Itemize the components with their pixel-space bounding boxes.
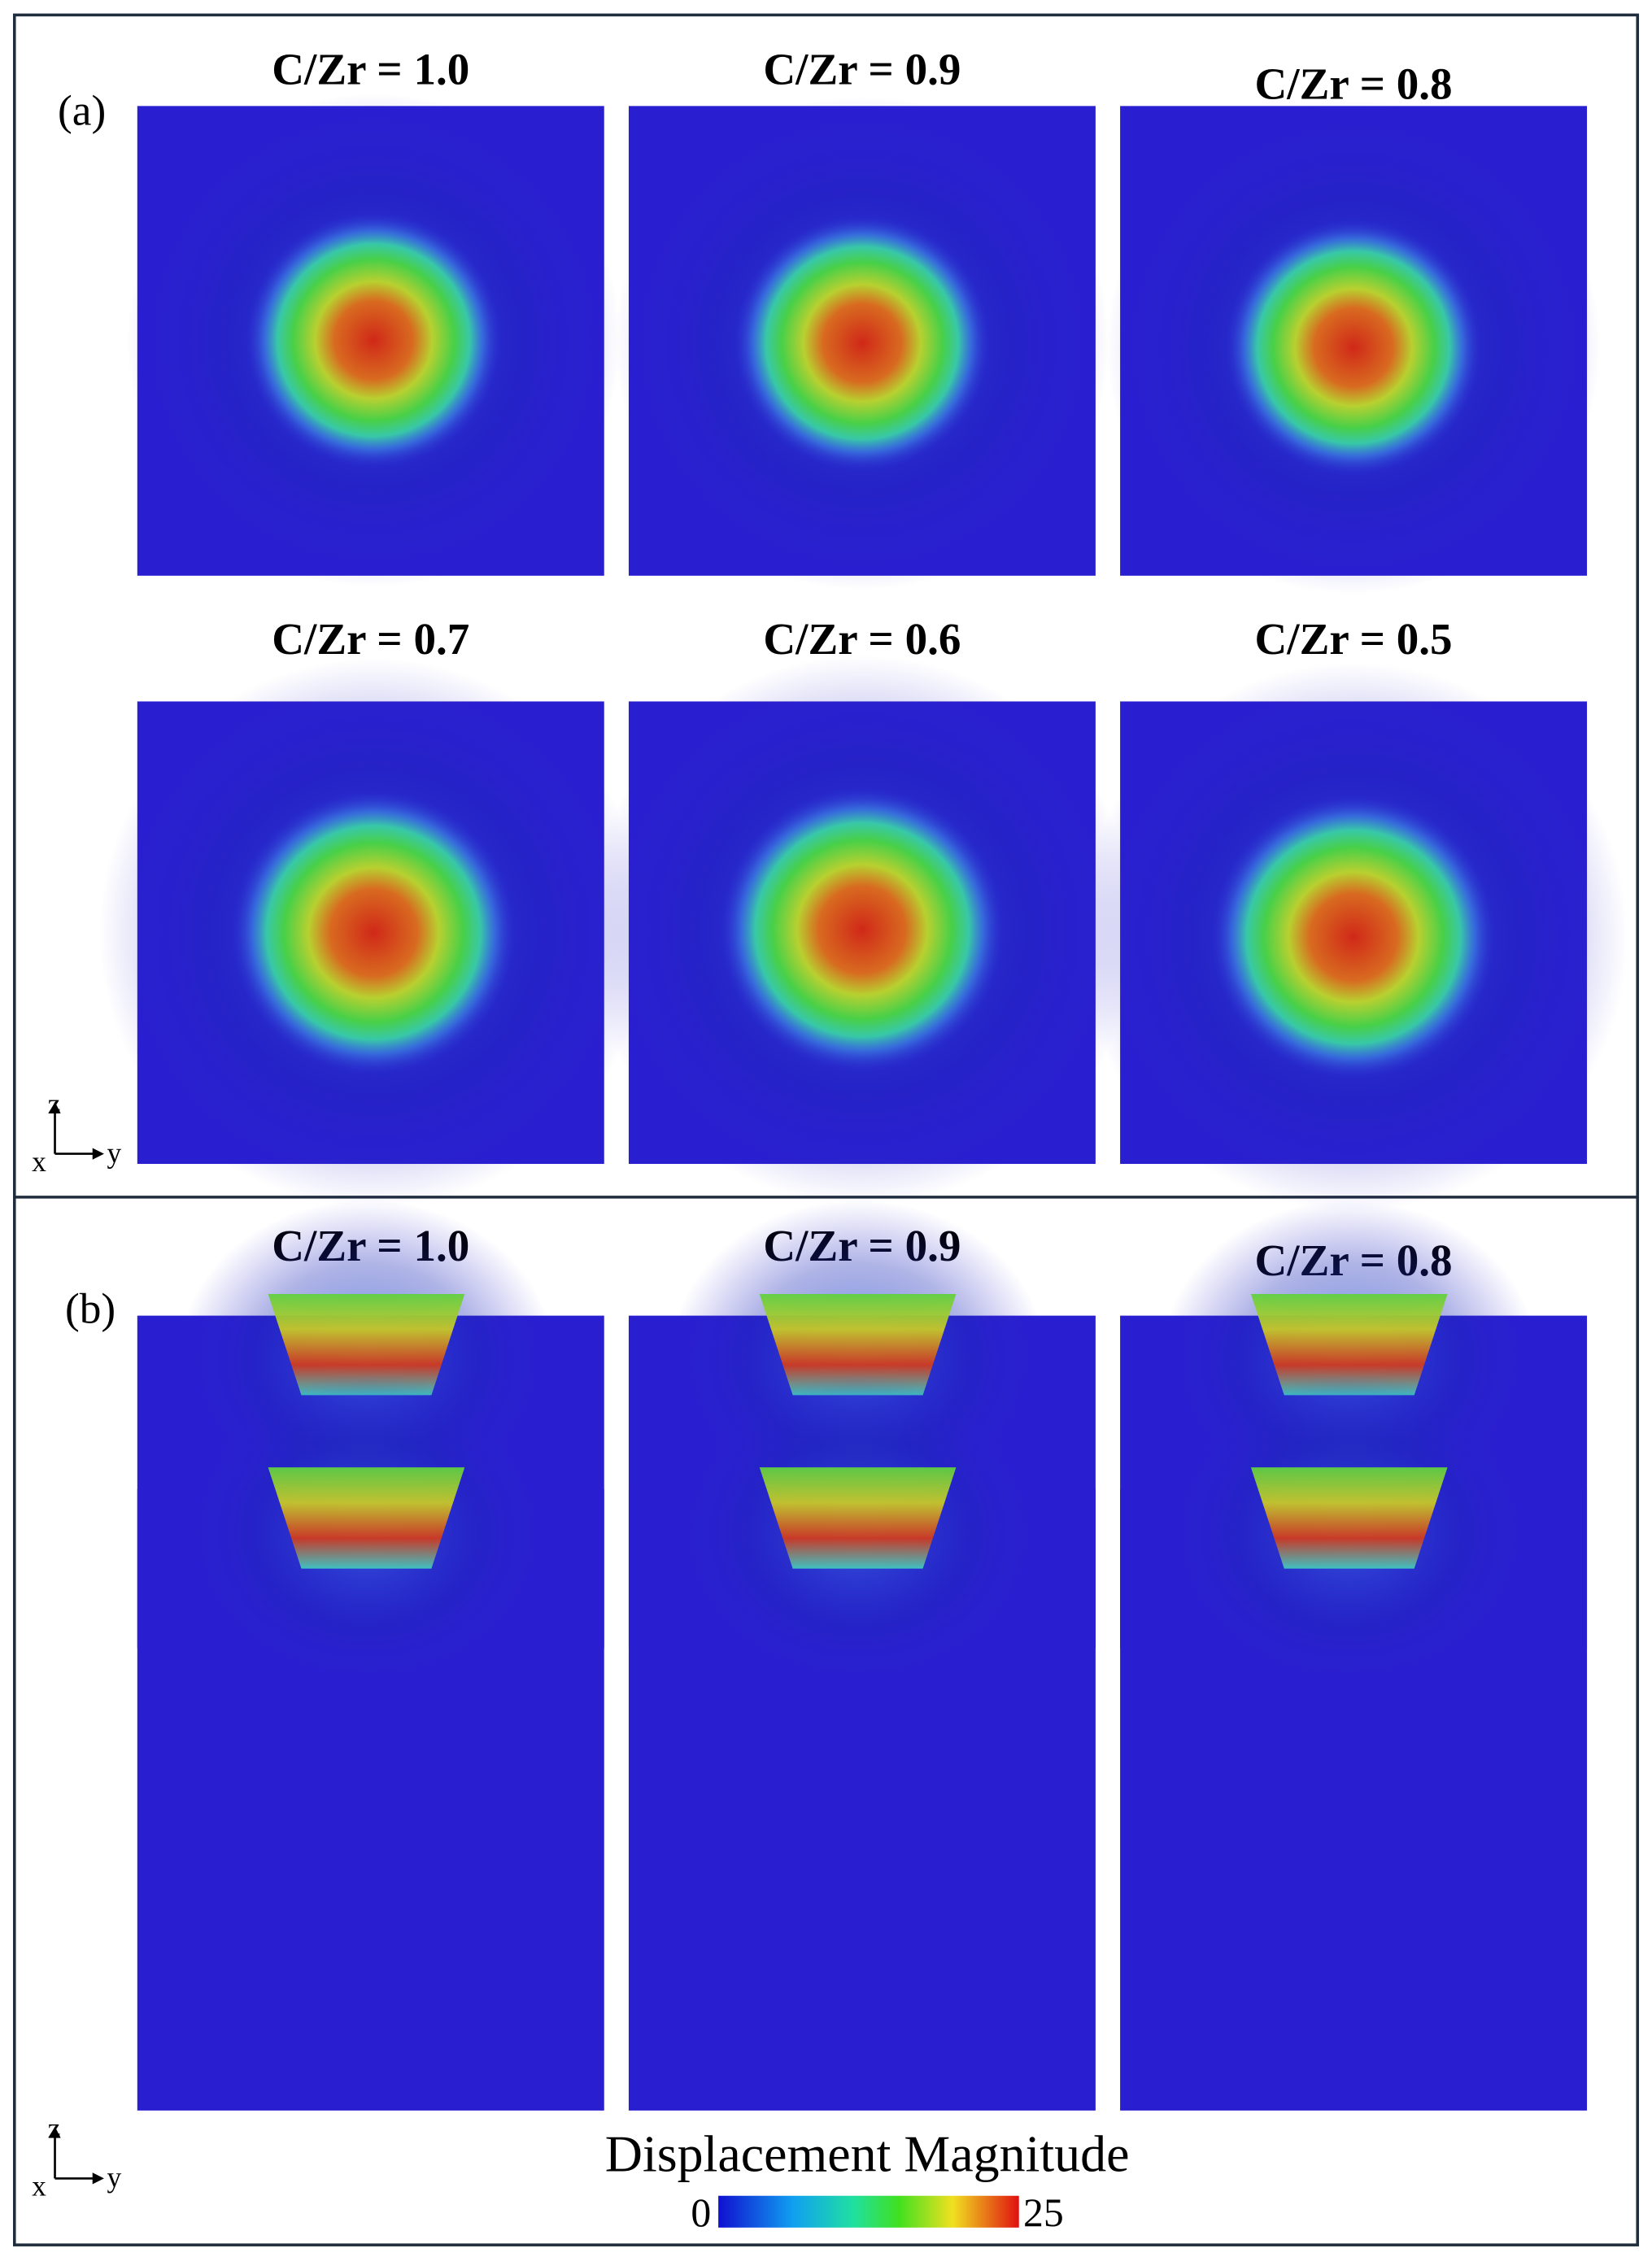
colorbar-min: 0	[691, 2190, 711, 2235]
displacement-zone	[732, 212, 992, 473]
axis-label: x	[32, 2170, 46, 2203]
colorbar-max: 25	[1023, 2190, 1064, 2235]
crater	[1250, 1467, 1448, 1569]
panel-title: C/Zr = 0.7	[272, 614, 469, 664]
crater	[1250, 1293, 1448, 1396]
axis-label: y	[107, 2161, 121, 2194]
displacement-zone	[1223, 217, 1484, 478]
panel-title: C/Zr = 1.0	[272, 45, 469, 94]
crater	[268, 1467, 465, 1569]
arrow-head	[49, 2126, 61, 2138]
crater	[268, 1293, 465, 1396]
axis-label: y	[107, 1136, 121, 1169]
displacement-zone	[229, 788, 519, 1078]
axis-label: x	[32, 1145, 46, 1178]
crater	[759, 1293, 957, 1396]
displacement-zone	[717, 785, 1007, 1074]
colorbar-title: Displacement Magnitude	[605, 2125, 1130, 2183]
crater	[759, 1467, 957, 1569]
displacement-zone	[243, 210, 504, 471]
panel-label: (a)	[58, 86, 106, 134]
frame	[12, 13, 1640, 2246]
panel-title: C/Zr = 0.9	[763, 45, 961, 94]
panel-label: (b)	[65, 1284, 116, 1332]
arrow-head	[49, 1101, 61, 1113]
arrow-head	[92, 1148, 104, 1160]
axis-label: z	[48, 1087, 61, 1120]
panel-title: C/Zr = 0.5	[1255, 614, 1453, 664]
colorbar	[718, 2195, 1019, 2228]
axis-label: z	[48, 2112, 61, 2145]
arrow-head	[92, 2172, 104, 2185]
displacement-zone	[1209, 792, 1498, 1082]
